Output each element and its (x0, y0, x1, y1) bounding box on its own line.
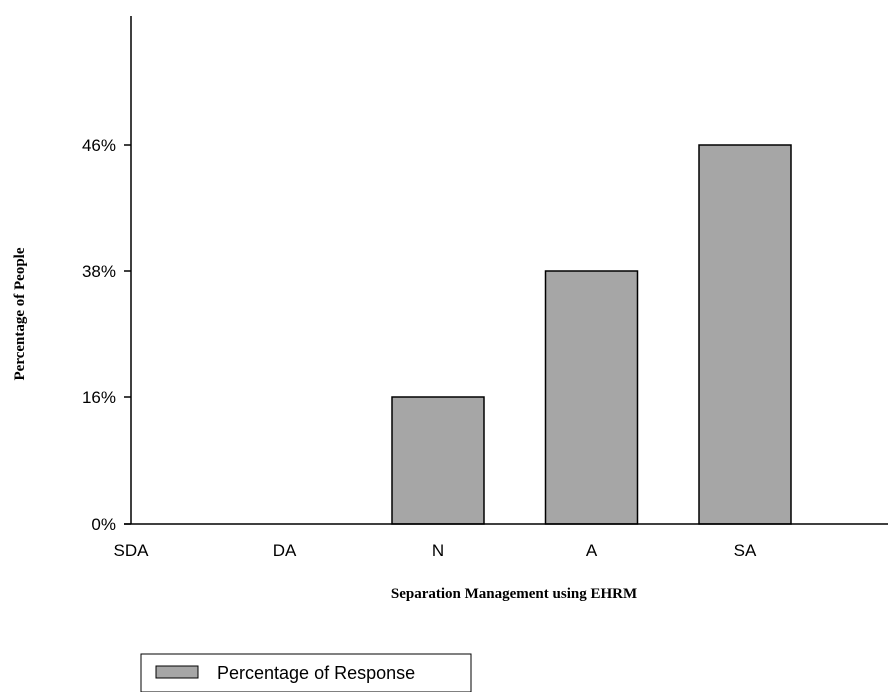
y-tick-label: 0% (91, 515, 116, 534)
bar-sa (698, 144, 792, 525)
y-axis-title: Percentage of People (12, 247, 28, 380)
x-tick-label: SDA (114, 541, 150, 560)
y-tick-label: 38% (82, 262, 116, 281)
bar-n (391, 396, 485, 525)
x-tick-label: N (432, 541, 444, 560)
x-tick-label: SA (734, 541, 757, 560)
x-axis-title: Separation Management using EHRM (391, 586, 637, 602)
bar-a (544, 270, 639, 525)
legend-swatch (155, 665, 199, 679)
legend: Percentage of Response (140, 653, 472, 692)
x-ticks-group: SDA DA N A SA (114, 541, 757, 560)
x-tick-label: DA (273, 541, 297, 560)
y-tick-label: 16% (82, 388, 116, 407)
y-tick-label: 46% (82, 136, 116, 155)
y-ticks-group: 0% 16% 38% 46% (82, 136, 131, 534)
bars-group (391, 144, 792, 525)
x-tick-label: A (586, 541, 598, 560)
legend-label: Percentage of Response (217, 663, 415, 683)
